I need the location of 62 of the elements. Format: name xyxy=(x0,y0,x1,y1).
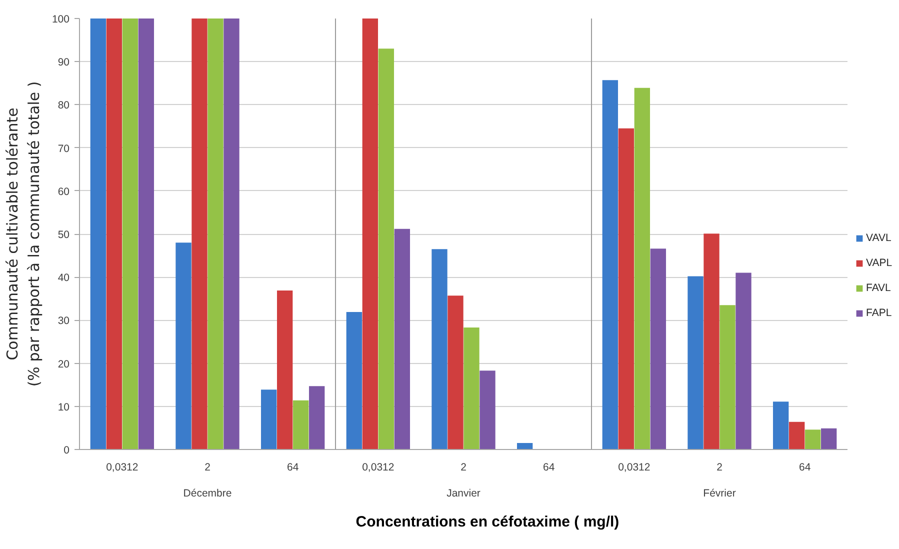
bar xyxy=(772,402,789,450)
bar xyxy=(634,88,650,450)
text: Janvier xyxy=(446,488,481,500)
y-tick-label: 50 xyxy=(58,229,70,241)
y-tick-label: 40 xyxy=(58,272,70,284)
bar xyxy=(736,272,752,450)
y-tick-label: 70 xyxy=(58,142,70,155)
x-tick-label: 2 xyxy=(716,462,723,474)
bar xyxy=(260,390,277,450)
bar xyxy=(602,80,618,450)
bar xyxy=(432,249,448,450)
y-tick-label: 60 xyxy=(58,186,70,198)
bar xyxy=(480,370,496,450)
x-tick-label: 2 xyxy=(460,462,467,474)
bar xyxy=(618,128,634,450)
legend-label: FAPL xyxy=(866,306,892,321)
bar xyxy=(464,328,480,450)
bar xyxy=(138,18,154,450)
bar xyxy=(788,422,805,450)
x-tick-label: 0,0312 xyxy=(362,462,394,474)
y-tick-label: 100 xyxy=(52,14,70,26)
bar xyxy=(448,296,464,450)
y-axis-title: Communauté cultivable tolérante (% par rapport à la communauté totale ) xyxy=(3,81,43,387)
bar xyxy=(90,18,106,450)
bar xyxy=(688,276,704,450)
y-tick-label: 0 xyxy=(64,444,70,456)
y-tick-label: 90 xyxy=(58,56,70,69)
bar xyxy=(362,18,378,450)
legend-label: VAVL xyxy=(866,231,892,246)
y-tick-label: 80 xyxy=(58,100,70,112)
x-tick-label: 64 xyxy=(798,462,811,474)
legend-label: VAPL xyxy=(866,256,892,271)
x-tick-label: 0,0312 xyxy=(618,462,650,474)
y-tick-label: 10 xyxy=(58,401,70,414)
bar xyxy=(308,386,325,450)
bar xyxy=(208,18,224,450)
bar xyxy=(820,428,837,450)
bar xyxy=(346,312,362,450)
x-tick-label: 64 xyxy=(286,462,299,474)
bar xyxy=(106,18,122,450)
bar xyxy=(192,18,208,450)
bar xyxy=(804,430,821,450)
bar xyxy=(176,242,192,450)
bar xyxy=(704,234,720,450)
bar xyxy=(378,48,394,450)
bar xyxy=(122,18,138,450)
bar xyxy=(276,290,293,450)
bar xyxy=(394,228,410,450)
bar xyxy=(292,400,309,450)
legend-label: FAVL xyxy=(866,281,891,296)
text: Février xyxy=(703,488,736,500)
y-tick-label: 20 xyxy=(58,358,70,370)
bar xyxy=(650,248,666,450)
x-tick-label: 0,0312 xyxy=(106,462,138,474)
x-axis-title: Concentrations en céfotaxime ( mg/l) xyxy=(356,514,620,530)
y-tick-label: 30 xyxy=(58,315,70,328)
bar xyxy=(516,443,533,450)
x-tick-label: 2 xyxy=(204,462,211,474)
text: Décembre xyxy=(183,488,232,500)
x-tick-label: 64 xyxy=(542,462,555,474)
bar xyxy=(224,18,240,450)
bar xyxy=(720,305,736,450)
